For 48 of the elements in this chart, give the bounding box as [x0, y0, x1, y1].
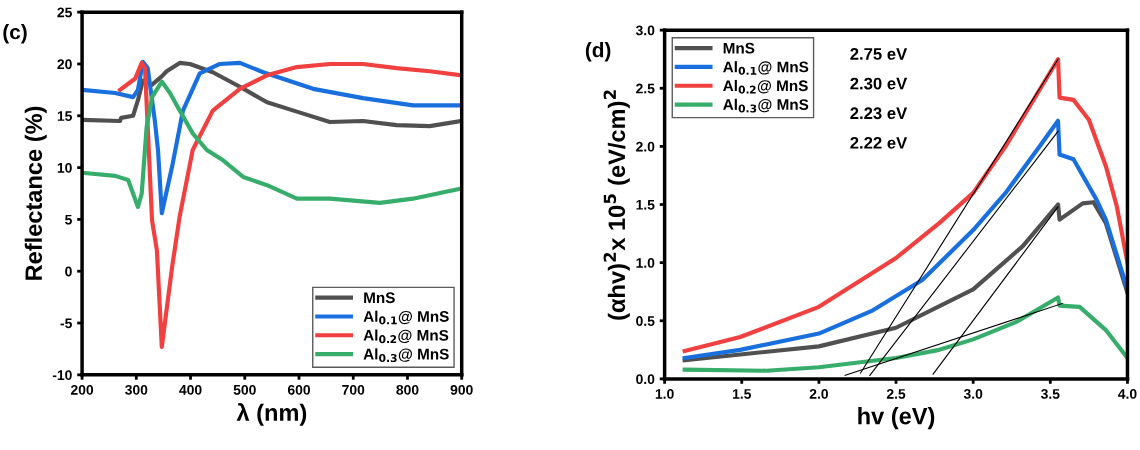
annotation: 2.23 eV — [850, 107, 908, 120]
y-tick-label: 0.0 — [636, 374, 655, 385]
legend-label: MnS — [723, 42, 755, 54]
x-tick-label: 200 — [70, 384, 94, 395]
y-tick-label: 0.5 — [636, 316, 655, 326]
text: (d) — [585, 42, 611, 62]
y-tick-label: 2.0 — [636, 141, 655, 152]
x-tick-label: 600 — [287, 384, 311, 395]
y-tick-label: 20 — [57, 59, 72, 70]
annotation: 2.22 eV — [850, 136, 908, 149]
y-axis-title: (αhv)$^{2}$x 10$^{5}$ (eV/cm)$^{2}$ — [603, 90, 630, 320]
legend-label: MnS — [364, 292, 395, 304]
x-axis-title: hv (eV) — [858, 407, 935, 430]
x-tick-label: 2.5 — [886, 388, 906, 399]
y-tick-label: 1.0 — [636, 257, 655, 268]
text: (c) — [3, 24, 27, 44]
x-tick-label: 900 — [450, 384, 473, 395]
y-axis-title: Reflectance (%) — [24, 106, 47, 280]
y-tick-label: -5 — [60, 318, 72, 329]
x-tick-label: 500 — [233, 384, 256, 395]
legend-label: Al$_{0.1}$@ MnS — [723, 61, 809, 75]
y-tick-label: 3.0 — [635, 25, 655, 36]
x-tick-label: 400 — [179, 384, 202, 395]
y-tick-label: 0 — [65, 266, 72, 277]
y-tick-label: 2.5 — [636, 83, 655, 94]
legend-label: Al$_{0.2}$@ MnS — [723, 79, 808, 94]
y-tick-label: 10 — [57, 162, 72, 173]
x-tick-label: 3.5 — [1040, 388, 1060, 399]
legend-label: Al$_{0.1}$@ MnS — [363, 310, 449, 325]
x-tick-label: 1.5 — [732, 389, 752, 399]
legend-label: Al$_{0.3}$@ MnS — [363, 348, 449, 363]
y-tick-label: 15 — [57, 111, 72, 121]
legend-label: Al$_{0.3}$@ MnS — [723, 98, 809, 113]
x-tick-label: 2.0 — [809, 388, 828, 399]
legend-label: Al$_{0.2}$@ MnS — [363, 329, 449, 344]
y-tick-label: -10 — [52, 370, 72, 381]
x-tick-label: 800 — [396, 384, 419, 395]
x-tick-label: 300 — [125, 384, 148, 395]
x-axis-title: λ (nm) — [236, 403, 307, 426]
y-tick-label: 5 — [65, 214, 72, 225]
annotation: 2.30 eV — [850, 77, 908, 90]
x-tick-label: 1.0 — [655, 388, 674, 399]
x-tick-label: 700 — [342, 384, 365, 395]
annotation: 2.75 eV — [850, 48, 908, 60]
y-tick-label: 25 — [57, 7, 72, 18]
x-tick-label: 3.0 — [963, 388, 983, 399]
x-tick-label: 4.0 — [1118, 388, 1137, 399]
y-tick-label: 1.5 — [636, 200, 655, 210]
